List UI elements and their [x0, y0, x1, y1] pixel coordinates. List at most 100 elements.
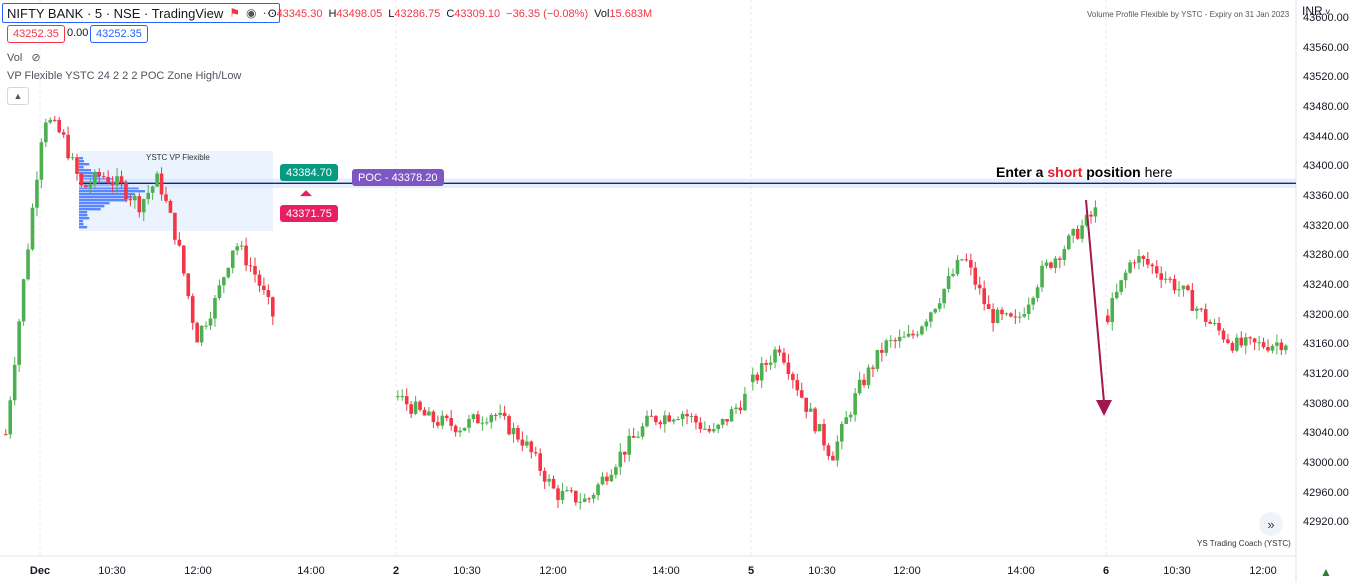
candle-down — [449, 418, 453, 426]
price-axis[interactable]: 43600.00 43560.00 43520.00 43480.00 43440.00… — [1296, 0, 1358, 556]
vp-bar — [79, 220, 83, 223]
candle-up — [199, 325, 204, 343]
candle-up — [840, 423, 844, 442]
candle-up — [239, 245, 244, 247]
candle-up — [230, 250, 235, 268]
candle-up — [636, 436, 640, 438]
candle-down — [57, 119, 61, 133]
symbol-legend[interactable]: NIFTY BANK · 5 · NSE · TradingView ⚑ ◉ ⋯ — [2, 3, 280, 23]
candle-down — [266, 290, 271, 298]
currency-selector[interactable]: INR ˅ — [1302, 4, 1330, 18]
candle-down — [1058, 258, 1062, 260]
candle-up — [1128, 262, 1132, 273]
currency-label: INR — [1302, 4, 1323, 18]
candle-down — [520, 439, 525, 446]
candle-down — [795, 380, 800, 391]
candle-up — [26, 249, 30, 280]
candle-down — [1261, 342, 1266, 348]
candle-down — [128, 199, 133, 201]
vp-bar — [79, 214, 88, 217]
candle-up — [471, 414, 476, 420]
price-tick-label: 43040.00 — [1303, 427, 1349, 440]
candle-up — [902, 336, 906, 338]
candle-up — [480, 422, 485, 424]
candle-up — [400, 396, 405, 398]
candle-down — [698, 422, 703, 430]
candle-down — [1146, 258, 1150, 265]
candle-down — [164, 194, 168, 201]
vp-bar — [79, 202, 110, 205]
annotation-pre: Enter a — [996, 164, 1048, 180]
watermark: YS Trading Coach (YSTC) — [1197, 539, 1291, 548]
time-tick-label: 12:00 — [539, 565, 567, 577]
candle-down — [631, 435, 636, 438]
candle-up — [1110, 298, 1115, 323]
candle-down — [431, 411, 436, 423]
candle-up — [560, 490, 565, 500]
eye-hidden-icon[interactable]: ⊘ — [31, 52, 41, 64]
candle-down — [1172, 279, 1177, 291]
candle-down — [177, 239, 182, 246]
candle-up — [93, 172, 97, 185]
candle-up — [1040, 265, 1044, 288]
vp-bar — [79, 223, 84, 226]
candle-down — [106, 176, 110, 183]
candle-up — [627, 435, 631, 455]
vp-bar — [79, 193, 135, 196]
candle-up — [1212, 323, 1217, 325]
candle-down — [52, 119, 57, 121]
eye-icon[interactable]: ◉ — [246, 6, 257, 20]
time-tick-label: 14:00 — [297, 565, 325, 577]
candle-up — [844, 417, 849, 424]
candle-down — [1217, 323, 1221, 331]
candle-up — [671, 419, 676, 422]
more-icon[interactable]: ⋯ — [262, 6, 275, 20]
candle-up — [39, 142, 44, 180]
candle-down — [476, 414, 480, 424]
candle-down — [516, 428, 520, 440]
candle-up — [235, 246, 239, 251]
vp-bar — [79, 187, 139, 190]
time-tick-label: 5 — [747, 565, 755, 577]
candle-down — [1141, 256, 1146, 259]
candle-up — [1031, 297, 1035, 305]
volume-indicator[interactable]: Vol ⊘ — [7, 51, 41, 64]
candle-up — [929, 312, 933, 322]
candle-down — [991, 309, 995, 323]
candle-down — [782, 352, 786, 363]
candle-up — [906, 333, 911, 337]
scroll-to-realtime-button[interactable]: » — [1259, 512, 1283, 536]
short-arrow-line — [1085, 199, 1105, 403]
candle-up — [888, 340, 893, 342]
vp-bar — [79, 196, 133, 199]
buy-price[interactable]: 43252.35 — [90, 25, 148, 43]
candle-up — [1084, 214, 1089, 226]
indicator-info-text: Volume Profile Flexible by YSTC - Expiry… — [1087, 10, 1290, 19]
candle-up — [866, 367, 871, 386]
price-tick-label: 42920.00 — [1303, 516, 1349, 529]
candle-down — [244, 245, 248, 266]
candle-down — [685, 413, 689, 417]
candle-up — [734, 407, 738, 410]
flag-icon[interactable]: ⚑ — [229, 6, 241, 20]
candle-down — [84, 185, 88, 188]
candle-up — [942, 288, 946, 304]
low-value: 43286.75 — [394, 8, 441, 20]
candle-up — [485, 422, 489, 424]
vp-bar — [79, 217, 90, 220]
candle-up — [1053, 258, 1058, 268]
time-tick-label: Dec — [29, 565, 51, 577]
candle-down — [574, 490, 578, 503]
candle-up — [768, 362, 773, 365]
candle-down — [61, 132, 66, 135]
sell-price[interactable]: 43252.35 — [7, 25, 65, 43]
candle-down — [871, 367, 875, 369]
vp-bar — [79, 199, 128, 202]
collapse-legend-button[interactable]: ▲ — [7, 87, 29, 105]
indicator-legend[interactable]: VP Flexible YSTC 24 2 2 2 POC Zone High/… — [7, 70, 242, 82]
candle-down — [622, 451, 627, 455]
time-axis[interactable]: Dec 10:30 12:00 14:00 2 10:30 12:00 14:00 5 10:30… — [0, 558, 1296, 582]
candle-up — [743, 393, 747, 411]
candle-down — [667, 415, 672, 422]
